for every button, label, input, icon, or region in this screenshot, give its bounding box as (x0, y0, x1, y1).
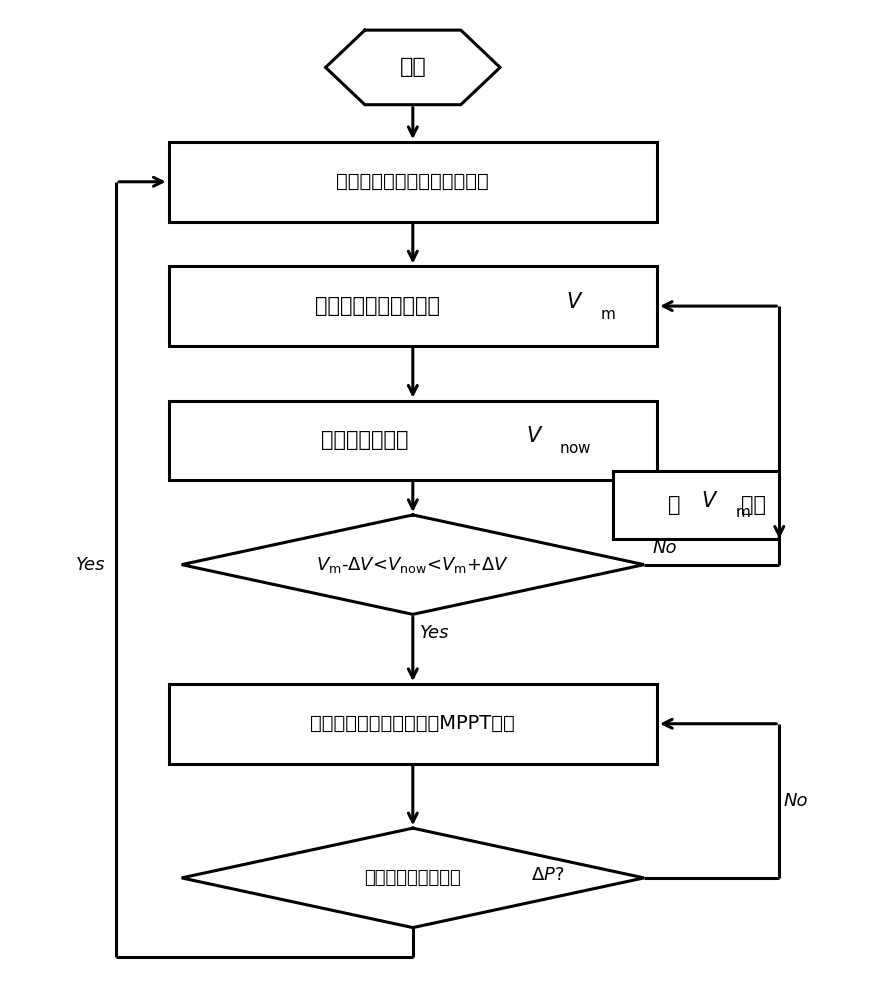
Text: $\mathrm{m}$: $\mathrm{m}$ (600, 307, 616, 322)
Text: No: No (783, 792, 807, 810)
Bar (168, 401, 656, 480)
Text: $V$: $V$ (525, 426, 543, 446)
Text: $\Delta P$?: $\Delta P$? (530, 866, 563, 884)
Text: Yes: Yes (419, 624, 449, 642)
Text: 可编程直流电子负载电路扫描: 可编程直流电子负载电路扫描 (336, 172, 488, 191)
Text: $\mathrm{now}$: $\mathrm{now}$ (559, 441, 592, 456)
Text: No: No (652, 539, 676, 557)
Text: $V_{\rm m}$-$\Delta V$<$V_{\rm now}$<$V_{\rm m}$+$\Delta V$: $V_{\rm m}$-$\Delta V$<$V_{\rm now}$<$V_… (316, 555, 509, 575)
Text: 调节: 调节 (739, 495, 765, 515)
Text: $V$: $V$ (565, 292, 582, 312)
Text: Yes: Yes (76, 556, 105, 574)
Bar (168, 266, 656, 346)
Text: 读取当前电压值: 读取当前电压值 (321, 430, 408, 450)
Text: 输出功率变化值大于: 输出功率变化值大于 (364, 869, 460, 887)
Bar (168, 684, 656, 764)
Text: 向: 向 (667, 495, 680, 515)
Bar (613, 471, 779, 539)
Text: 读取最大功率点的电压: 读取最大功率点的电压 (315, 296, 440, 316)
Text: 开始: 开始 (399, 57, 425, 77)
Text: $\mathrm{m}$: $\mathrm{m}$ (734, 505, 750, 520)
Bar (168, 142, 656, 222)
Text: 准梯度式变步长扰动观测MPPT算法: 准梯度式变步长扰动观测MPPT算法 (310, 714, 515, 733)
Text: $V$: $V$ (700, 491, 717, 511)
